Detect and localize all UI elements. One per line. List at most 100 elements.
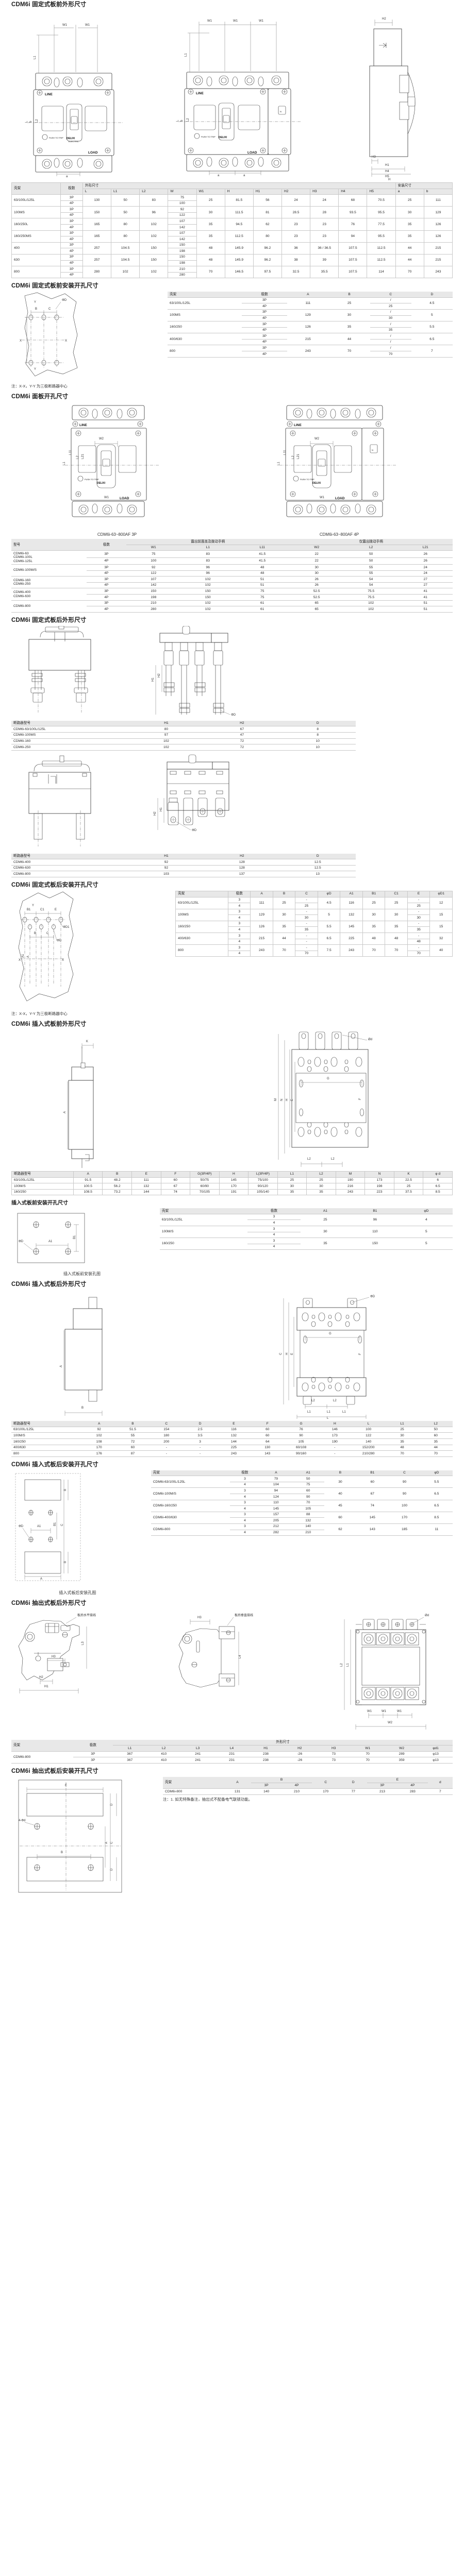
cell-C: - bbox=[150, 1450, 184, 1457]
cell-B1: 74 bbox=[356, 1499, 389, 1512]
cell-model: CDM6i-160 CDM6i-250 bbox=[11, 576, 87, 589]
cell-K: 37.5 bbox=[393, 1189, 424, 1196]
rear-hole-diagram-wrap: B1 Y C1 E ΦD1 B C ΦD X bbox=[11, 891, 170, 1016]
cell-C1: 70 bbox=[385, 944, 408, 957]
cell-H1: 97.5 bbox=[253, 266, 282, 279]
cell-H3: 23 bbox=[310, 230, 339, 243]
table-row: 4P 70 bbox=[168, 351, 453, 358]
cell-B: 60 bbox=[115, 1444, 150, 1451]
table-panel-cutout-wrap: 型号 极数 露出前面盖及拨动手柄 仅露出拨动手柄 W1 L1 L11 W2 L2… bbox=[11, 539, 453, 613]
dim-B-drawout-hole: B bbox=[61, 1851, 63, 1854]
dim-H1-rear: H1 bbox=[152, 677, 155, 681]
cell-B1: 67 bbox=[356, 1487, 389, 1500]
section-plugin-rear-outline: CDM6i 插入式板后外形尺寸 A B ΦD bbox=[11, 1280, 453, 1457]
section-drawout-rear-holes: CDM6i 抽出式板后安装开孔尺寸 E 4-Φd A bbox=[11, 1767, 453, 1895]
cell-E: 111 bbox=[131, 1177, 161, 1184]
cell-v2: 102 bbox=[180, 576, 235, 583]
cell-phiD: 7.5 bbox=[317, 944, 341, 957]
cell-pole3: 3 bbox=[247, 1213, 301, 1221]
cell-L2: 102 bbox=[139, 266, 169, 279]
label-rear-vertical: 板后垂直接线 bbox=[235, 1613, 253, 1617]
cell-phiD: 4 bbox=[400, 1213, 453, 1227]
cell-B: 48.2 bbox=[102, 1177, 132, 1184]
cell-L1: 25 bbox=[277, 1177, 307, 1184]
cell-D: 10 bbox=[279, 738, 356, 745]
cell-D: 77 bbox=[339, 1788, 368, 1795]
dim-H-plugin-rear: H bbox=[286, 1353, 289, 1355]
cell-B: 30 bbox=[272, 908, 296, 921]
cell-C3: - bbox=[295, 908, 318, 916]
label-rear-horizontal: 板后水平接线 bbox=[77, 1613, 96, 1617]
cell-B: 56.2 bbox=[102, 1183, 132, 1190]
dim-a4-b: a bbox=[243, 174, 245, 177]
cell-H1: 80 bbox=[253, 230, 282, 243]
cell-C4: 25 bbox=[295, 903, 318, 909]
cell-D: 5 bbox=[411, 309, 453, 322]
th-H4: H4 bbox=[338, 188, 368, 195]
th-group1-3: 露出前面盖及拨动手柄 bbox=[126, 539, 290, 545]
table-rear-mounting-holes: 壳架 极数 A B C φD A1 B1 C1 E φD1 63/100L/12… bbox=[175, 890, 453, 957]
dim-E-plugin: E bbox=[291, 1099, 294, 1101]
cell-L2: 35 bbox=[306, 1189, 336, 1196]
table-row: 63/100L/125L 3 111 25-4.5 116 25 25-12 bbox=[175, 896, 453, 909]
cell-C1: 25 bbox=[385, 896, 408, 909]
drawout-hole-diagram-wrap: E 4-Φd A C D D B bbox=[11, 1777, 153, 1895]
cell-H: 94.5 bbox=[224, 218, 254, 231]
cell-shell: 160/250 bbox=[159, 1238, 248, 1250]
cell-G: 60/90 bbox=[190, 1183, 220, 1190]
cell-H4: 68 bbox=[338, 194, 368, 207]
cell-phiD1: 15 bbox=[429, 920, 453, 934]
cell-A13: 70 bbox=[292, 1499, 324, 1506]
cell-H: 173 bbox=[318, 1432, 352, 1439]
cell-C4: - bbox=[295, 938, 318, 945]
dim-w1-c4: W1 bbox=[259, 20, 264, 23]
cell-model: CDM6i-63/100L/125L bbox=[11, 726, 129, 733]
dim-L4-drawout: L4 bbox=[239, 1654, 242, 1658]
drawout-side-view-horizontal: 板后水平接线 L3 H3 H2 bbox=[18, 1613, 96, 1693]
plugin-front-hole-diagram-wrap: ΦD A1 B1 插入式板前安装孔图 bbox=[11, 1208, 153, 1277]
cell-model: CDM6i-100MS bbox=[11, 732, 129, 739]
datasheet-page: CDM6i 固定式板前外形尺寸 W1 W1 L1 bbox=[11, 2, 453, 1895]
th-L1-3: L1 bbox=[180, 545, 235, 551]
cell-L: 210/280 bbox=[352, 1450, 386, 1457]
dim-C: C bbox=[48, 308, 51, 311]
th-A8: A bbox=[82, 1421, 116, 1427]
dim-M-plugin: M bbox=[274, 1098, 277, 1101]
cell-E: 144 bbox=[217, 1438, 251, 1445]
cell-v2: 96 bbox=[180, 564, 235, 571]
cell-E4: 30 bbox=[407, 914, 430, 921]
dim-A-drawout-hole: A bbox=[105, 1842, 108, 1844]
cell-pole4: 4P bbox=[241, 315, 288, 322]
cell-pole3: 3P bbox=[60, 266, 83, 273]
table-row: 100MS 3P 129 30/5 bbox=[168, 309, 453, 322]
cell-B: 30 bbox=[324, 1476, 357, 1488]
th-W1-10: W1 bbox=[351, 1745, 385, 1752]
th-poles3: 极数 bbox=[86, 539, 126, 551]
cell-pole3: 3 bbox=[228, 896, 251, 904]
cell-shell: 160/250MS bbox=[11, 230, 61, 243]
line-label-4p: LINE bbox=[196, 92, 204, 95]
cell-B1: 145 bbox=[356, 1511, 389, 1524]
cell-L1: 367 bbox=[112, 1751, 147, 1758]
th-W1: W1 bbox=[196, 188, 225, 195]
cell-H: 146 bbox=[318, 1426, 352, 1433]
table-row: 4P 35 bbox=[168, 327, 453, 334]
dim-w1-a4: W1 bbox=[207, 20, 212, 23]
table-row: 400/630 170 60- -225 130 60/108-152/200 48 44 bbox=[11, 1444, 453, 1451]
table-row: 4P 280 bbox=[12, 272, 453, 279]
cell-C: 180 bbox=[150, 1432, 184, 1439]
table-row: CDM6i-160 CDM6i-250 3P 107 102 51 26 54 27 bbox=[11, 576, 453, 589]
cell-E4: 70 bbox=[407, 950, 430, 957]
cell-H: - bbox=[318, 1450, 352, 1457]
th-E-4p: 4P bbox=[397, 1783, 428, 1789]
push-to-trip-panel4: PUSH TO TRIP bbox=[300, 478, 314, 481]
cell-L1: 30 bbox=[385, 1432, 419, 1439]
cell-K: 22.5 bbox=[393, 1177, 424, 1184]
cell-A4: 104 bbox=[260, 1481, 292, 1488]
cell-pole4: 4P bbox=[60, 272, 83, 279]
cell-A: 129 bbox=[250, 908, 273, 921]
cell-E4: 35 bbox=[407, 926, 430, 933]
dim-H2-rear-large: H2 bbox=[154, 811, 157, 815]
cell-v4: 30 bbox=[289, 564, 344, 571]
cell-pole3: 3P bbox=[60, 218, 83, 225]
